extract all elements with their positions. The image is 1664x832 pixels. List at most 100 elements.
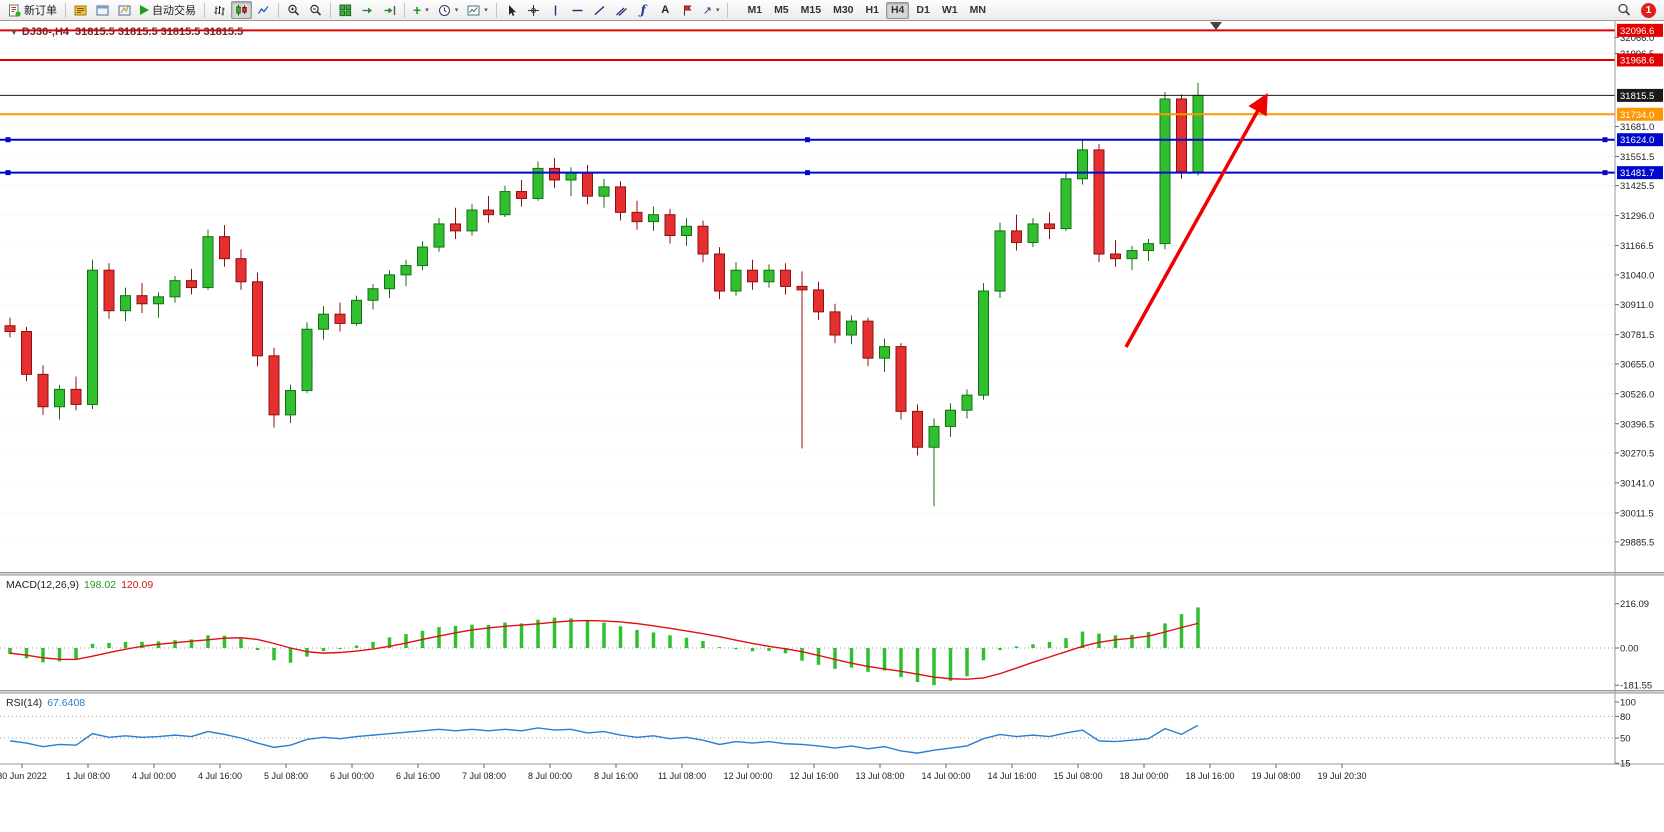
search-icon (1618, 3, 1631, 16)
flag-icon (683, 5, 692, 15)
svg-text:11 Jul 08:00: 11 Jul 08:00 (658, 771, 706, 781)
auto-scroll-icon (362, 7, 372, 13)
market-watch-icon (74, 5, 87, 15)
channel-button[interactable] (611, 1, 632, 19)
svg-text:31968.6: 31968.6 (1620, 55, 1654, 66)
chart-shift-marker (1210, 22, 1222, 30)
toolbar-separator (495, 2, 497, 18)
tile-windows-button[interactable] (335, 1, 356, 19)
horizontal-line-icon (572, 9, 583, 11)
svg-text:31296.0: 31296.0 (1620, 211, 1654, 222)
timeframe-h1-button[interactable]: H1 (861, 2, 884, 19)
label-button[interactable] (677, 1, 698, 19)
clock-icon (438, 4, 450, 16)
svg-text:31624.0: 31624.0 (1620, 135, 1654, 146)
play-icon (140, 5, 149, 15)
timeframe-mn-button[interactable]: MN (965, 2, 991, 19)
chevron-down-icon: ▾ (715, 7, 720, 14)
svg-text:31040.0: 31040.0 (1620, 270, 1654, 281)
panel-separators (0, 21, 1664, 765)
horizontal-line-button[interactable] (567, 1, 588, 19)
timeframe-w1-button[interactable]: W1 (937, 2, 963, 19)
data-window-button[interactable] (92, 1, 113, 19)
svg-text:19 Jul 08:00: 19 Jul 08:00 (1251, 771, 1300, 781)
line-chart-button[interactable] (253, 1, 274, 19)
svg-text:6 Jul 00:00: 6 Jul 00:00 (330, 771, 374, 781)
candlestick-chart-button[interactable] (231, 1, 252, 19)
svg-text:15 Jul 08:00: 15 Jul 08:00 (1053, 771, 1102, 781)
svg-text:31681.0: 31681.0 (1620, 122, 1654, 133)
timeframe-d1-button[interactable]: D1 (911, 2, 934, 19)
new-order-icon (9, 4, 21, 17)
template-icon (467, 5, 480, 15)
timeframe-m5-button[interactable]: M5 (769, 2, 794, 19)
svg-text:30911.0: 30911.0 (1620, 300, 1654, 311)
svg-text:30141.0: 30141.0 (1620, 478, 1654, 489)
svg-text:31734.0: 31734.0 (1620, 110, 1654, 121)
svg-text:31481.7: 31481.7 (1620, 168, 1654, 179)
bar-chart-button[interactable] (209, 1, 230, 19)
svg-text:18 Jul 00:00: 18 Jul 00:00 (1119, 771, 1168, 781)
crosshair-button[interactable] (523, 1, 544, 19)
auto-scroll-button[interactable] (357, 1, 378, 19)
trend-arrow (1124, 92, 1268, 348)
navigator-button[interactable] (114, 1, 135, 19)
line-chart-icon (257, 5, 269, 14)
vertical-line-button[interactable] (545, 1, 566, 19)
timeframe-m1-button[interactable]: M1 (742, 2, 767, 19)
hline-objects (0, 29, 1615, 176)
bar-chart-icon (214, 5, 225, 15)
svg-text:216.09: 216.09 (1620, 599, 1649, 610)
svg-text:12 Jul 00:00: 12 Jul 00:00 (723, 771, 772, 781)
periods-button[interactable]: ▾ (434, 1, 463, 19)
market-watch-button[interactable] (70, 1, 91, 19)
text-tool-icon: A (661, 4, 670, 16)
svg-text:15: 15 (1620, 759, 1631, 770)
cursor-button[interactable] (501, 1, 522, 19)
new-order-button[interactable]: 新订单 (4, 1, 61, 19)
svg-text:32096.6: 32096.6 (1620, 26, 1654, 37)
svg-text:7 Jul 08:00: 7 Jul 08:00 (462, 771, 506, 781)
arrows-tool-button[interactable]: ↗ ▾ (699, 1, 724, 19)
autotrading-button[interactable]: 自动交易 (136, 1, 200, 19)
svg-text:12 Jul 16:00: 12 Jul 16:00 (789, 771, 838, 781)
text-button[interactable]: A (655, 1, 676, 19)
toolbar-separator (65, 2, 66, 18)
autotrading-label: 自动交易 (152, 5, 196, 17)
notification-badge[interactable]: 1 (1641, 2, 1656, 18)
search-button[interactable] (1613, 1, 1635, 19)
svg-text:4 Jul 00:00: 4 Jul 00:00 (132, 771, 176, 781)
svg-text:30270.5: 30270.5 (1620, 448, 1654, 459)
zoom-in-button[interactable] (283, 1, 304, 19)
candlestick-chart-icon (236, 4, 247, 15)
timeframe-group: M1 M5 M15 M30 H1 H4 D1 W1 MN (742, 1, 991, 19)
svg-text:31551.5: 31551.5 (1620, 152, 1654, 163)
svg-text:4 Jul 16:00: 4 Jul 16:00 (198, 771, 242, 781)
svg-text:30526.0: 30526.0 (1620, 389, 1654, 400)
svg-text:18 Jul 16:00: 18 Jul 16:00 (1185, 771, 1234, 781)
indicators-button[interactable]: + ▾ (409, 1, 433, 19)
indicators-plus-icon: + (413, 2, 422, 18)
fibonacci-button[interactable]: ƒ (633, 1, 654, 19)
macd-panel (0, 607, 1615, 686)
zoom-out-button[interactable] (305, 1, 326, 19)
crosshair-icon (527, 4, 539, 16)
channel-icon (615, 7, 627, 16)
chart-shift-icon (384, 5, 396, 15)
timeframe-h4-button[interactable]: H4 (885, 1, 910, 19)
templates-button[interactable]: ▾ (463, 1, 492, 19)
svg-text:19 Jul 20:30: 19 Jul 20:30 (1317, 771, 1366, 781)
toolbar-separator (330, 2, 331, 18)
svg-text:13 Jul 08:00: 13 Jul 08:00 (855, 771, 904, 781)
timeframe-m30-button[interactable]: M30 (828, 2, 858, 19)
timeframe-m15-button[interactable]: M15 (796, 2, 826, 19)
svg-text:30 Jun 2022: 30 Jun 2022 (0, 771, 47, 781)
svg-text:29885.5: 29885.5 (1620, 537, 1654, 548)
toolbar-right-group: 1 (1613, 1, 1660, 19)
tile-windows-icon (339, 4, 352, 16)
toolbar: 新订单 自动交易 (0, 0, 1664, 21)
trendline-button[interactable] (589, 1, 610, 19)
zoom-in-icon (288, 4, 300, 16)
chart-shift-button[interactable] (379, 1, 400, 19)
